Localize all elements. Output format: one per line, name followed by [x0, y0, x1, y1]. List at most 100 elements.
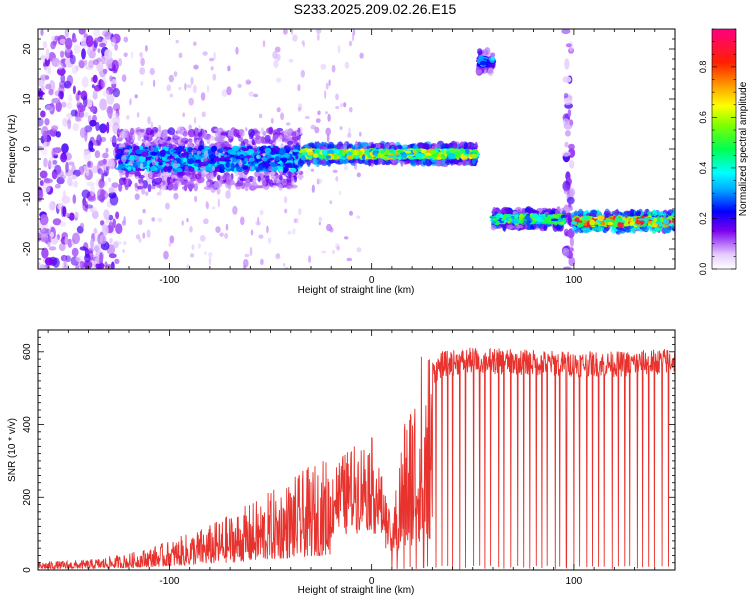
- heatmap-cell-365: [74, 116, 82, 122]
- heatmap-cell-382: [41, 247, 49, 259]
- heatmap-cell-14: [87, 196, 97, 202]
- heatmap-cell-2004: [183, 151, 189, 156]
- heatmap-cell-1052: [182, 186, 187, 190]
- heatmap-cell-1864: [150, 165, 158, 172]
- heatmap-cell-2025: [236, 151, 241, 156]
- heatmap-cell-187: [48, 157, 57, 169]
- heatmap-cell-348: [39, 180, 44, 186]
- heatmap-cell-916: [251, 138, 255, 146]
- heatmap-cell-318: [42, 181, 51, 193]
- heatmap-cell-251: [48, 80, 56, 92]
- heatmap-cell-69: [58, 243, 66, 252]
- heatmap-cell-352: [93, 84, 102, 92]
- heatmap-cell-259: [45, 104, 54, 112]
- heatmap-cell-396: [92, 74, 98, 84]
- heatmap-cell-410: [83, 150, 92, 162]
- heatmap-cell-1953: [132, 167, 136, 171]
- heatmap-cell-333: [97, 168, 103, 175]
- heatmap-cell-358: [71, 38, 77, 43]
- heatmap-cell-286: [109, 136, 119, 143]
- heatmap-cell-1962: [188, 166, 195, 172]
- heatmap-cell-3584: [397, 150, 405, 153]
- heatmap-cell-194: [38, 117, 44, 127]
- heatmap-cell-779: [268, 139, 274, 145]
- heatmap-cell-1996: [204, 167, 213, 172]
- heatmap-cell-1800: [266, 154, 273, 159]
- heatmap-cell-1897: [144, 157, 152, 161]
- figure-title: S233.2025.209.02.26.E15: [293, 1, 457, 17]
- heatmap-cell-334: [79, 222, 85, 229]
- heatmap-cell-4428: [563, 189, 570, 195]
- heatmap-cell-227: [44, 118, 50, 126]
- heatmap-cell-1874: [255, 168, 260, 172]
- heatmap-cell-4376: [499, 220, 504, 224]
- heatmap-cell-4429: [567, 109, 572, 118]
- heatmap-cell-354: [85, 35, 94, 48]
- heatmap-cell-4362: [508, 217, 512, 223]
- heatmap-cell-4350: [491, 220, 497, 224]
- heatmap-cell-304: [88, 59, 94, 69]
- heatmap-cell-3590: [456, 149, 460, 152]
- heatmap-cell-1956: [260, 150, 266, 154]
- heatmap-cell-1221: [146, 136, 153, 142]
- heatmap-cell-2003: [187, 158, 194, 165]
- heatmap-cell-1217: [129, 127, 135, 136]
- heatmap-cell-239: [43, 157, 48, 168]
- heatmap-cell-3600: [455, 152, 462, 156]
- heatmap-cell-4380: [551, 218, 559, 222]
- heatmap-cell-46: [87, 48, 91, 55]
- heatmap-cell-198: [46, 130, 54, 135]
- heatmap-cell-1219: [164, 182, 168, 186]
- heatmap-cell-1193: [233, 128, 240, 138]
- heatmap-cell-120: [68, 94, 73, 102]
- heatmap-cell-3519: [415, 152, 421, 159]
- heatmap-cell-1801: [118, 160, 122, 165]
- heatmap-cell-205: [102, 224, 109, 236]
- heatmap-cell-1173: [170, 175, 175, 179]
- heatmap-cell-4829: [662, 212, 667, 218]
- heatmap-cell-347: [54, 169, 64, 178]
- heatmap-cell-349: [66, 101, 73, 109]
- heatmap-cell-1808: [205, 147, 210, 150]
- heatmap-cell-266: [94, 37, 98, 45]
- heatmap-cell-283: [112, 241, 119, 249]
- heatmap-cell-110: [65, 161, 69, 173]
- heatmap-cell-1218: [215, 132, 219, 137]
- heatmap-cell-1111: [119, 172, 123, 178]
- heatmap-cell-404: [39, 170, 48, 179]
- heatmap-cell-327: [106, 94, 115, 105]
- heatmap-cell-273: [40, 85, 46, 91]
- heatmap-cell-1150: [120, 131, 127, 139]
- heatmap-cell-44: [102, 68, 108, 74]
- heatmap-cell-2549: [297, 158, 304, 167]
- heatmap-cell-4440: [563, 122, 573, 130]
- heatmap-cell-2009: [210, 146, 218, 152]
- heatmap-cell-299: [110, 36, 116, 47]
- heatmap-cell-362: [64, 236, 69, 246]
- heatmap-cell-2028: [225, 161, 230, 168]
- heatmap-cell-4404: [568, 143, 575, 150]
- heatmap-cell-2799: [316, 142, 320, 149]
- heatmap-cell-1989: [223, 146, 229, 150]
- heatmap-cell-2780: [446, 159, 452, 163]
- heatmap-cell-4433: [563, 92, 569, 99]
- heatmap-cell-1131: [137, 185, 144, 190]
- heatmap-cell-4874: [652, 209, 658, 217]
- heatmap-cell-1894: [285, 162, 293, 168]
- heatmap-cell-962: [277, 130, 281, 134]
- heatmap-cell-1163: [140, 128, 145, 133]
- heatmap-cell-3561: [335, 149, 340, 153]
- heatmap-cell-119: [57, 62, 64, 70]
- heatmap-cell-978: [227, 130, 234, 139]
- heatmap-cell-3574: [389, 148, 394, 153]
- heatmap-cell-371: [50, 41, 56, 50]
- heatmap-cell-1811: [289, 167, 297, 173]
- heatmap-cell-344: [78, 29, 86, 35]
- heatmap-cell-357: [97, 48, 101, 53]
- heatmap-cell-2695: [368, 159, 372, 167]
- heatmap-cell-2673: [450, 160, 455, 164]
- heatmap-feature-6: [561, 29, 576, 269]
- heatmap-cell-496: [187, 128, 196, 138]
- heatmap-cell-1138: [278, 184, 284, 191]
